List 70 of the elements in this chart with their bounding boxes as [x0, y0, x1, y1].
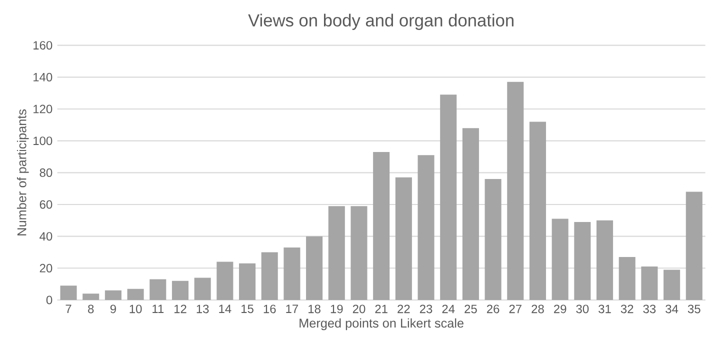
bar	[104, 290, 122, 300]
bar	[596, 220, 614, 300]
bar	[664, 270, 680, 300]
x-tick-label: 19	[330, 304, 343, 314]
bar	[60, 286, 77, 300]
y-tick-label: 60	[40, 200, 52, 209]
bar	[172, 280, 188, 300]
x-tick-label: 14	[219, 304, 232, 313]
bar	[484, 179, 502, 300]
x-tick-label: 24	[442, 304, 455, 314]
x-tick-label: 23	[420, 304, 432, 314]
x-tick-label: 20	[352, 304, 366, 314]
bar	[127, 288, 144, 300]
bar	[216, 262, 234, 300]
x-tick-label: 33	[643, 304, 656, 314]
bar	[529, 122, 546, 300]
bar	[418, 155, 434, 300]
y-tick-label: 20	[40, 264, 52, 272]
x-tick-label: 8	[88, 304, 94, 314]
x-tick-label: 12	[174, 304, 186, 314]
x-tick-label: 13	[196, 304, 209, 314]
x-tick-label: 18	[308, 304, 320, 314]
bar	[284, 247, 300, 300]
bar	[239, 263, 256, 300]
bar	[440, 94, 457, 300]
x-tick-label: 35	[688, 304, 700, 314]
bar	[462, 128, 479, 300]
y-axis-title: Number of participants	[16, 109, 29, 236]
bar	[618, 257, 636, 300]
x-tick-label: 31	[598, 304, 611, 314]
x-tick-label: 32	[620, 304, 634, 314]
x-tick-label: 27	[509, 304, 522, 314]
bar	[507, 82, 524, 300]
x-tick-label: 22	[398, 304, 410, 314]
bar	[686, 192, 702, 300]
bar	[373, 152, 390, 300]
x-tick-label: 16	[264, 304, 276, 314]
bar	[350, 206, 368, 300]
y-tick-label: 0	[46, 296, 52, 304]
bar	[574, 222, 591, 300]
bar	[552, 218, 568, 300]
x-tick-label: 10	[130, 304, 142, 314]
bar	[306, 236, 323, 300]
x-tick-label: 21	[375, 304, 388, 314]
x-tick-label: 30	[576, 304, 589, 314]
x-axis-title: Merged points on Likert scale	[300, 318, 464, 330]
bar	[395, 177, 412, 300]
bar	[150, 279, 166, 300]
y-tick-label: 120	[34, 104, 52, 114]
x-tick-label: 9	[110, 304, 116, 314]
x-tick-label: 7	[66, 304, 72, 313]
x-tick-label: 29	[554, 304, 566, 314]
chart-title: Views on body and organ donation	[248, 14, 514, 30]
x-tick-label: 17	[286, 304, 298, 313]
y-tick-label: 80	[40, 168, 52, 177]
x-tick-label: 34	[666, 304, 678, 314]
bar	[194, 278, 211, 300]
bar	[261, 252, 278, 300]
bar	[641, 266, 658, 300]
y-tick-label: 140	[34, 72, 52, 82]
x-tick-label: 28	[532, 304, 544, 314]
x-tick-label: 26	[486, 304, 500, 314]
y-tick-label: 100	[34, 136, 52, 146]
bar	[82, 294, 100, 300]
x-tick-label: 25	[464, 304, 477, 314]
bar	[328, 206, 345, 300]
x-tick-label: 11	[152, 304, 164, 313]
y-tick-label: 40	[40, 232, 52, 241]
y-tick-label: 160	[34, 41, 52, 50]
x-tick-label: 15	[242, 304, 254, 314]
